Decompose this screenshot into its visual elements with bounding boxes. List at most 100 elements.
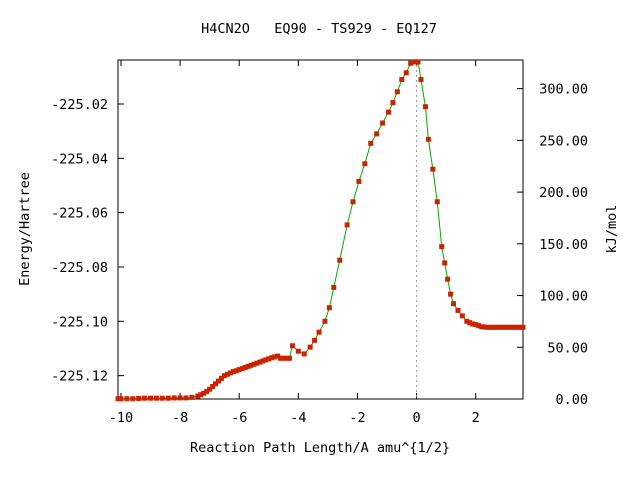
data-point [189,394,195,400]
x-axis-ticks: -10 -8 -6 -4 -2 0 2 [109,60,480,426]
data-point [380,120,386,126]
data-point [493,324,499,330]
data-point [485,324,491,330]
data-point [130,396,136,402]
data-point [517,324,523,330]
data-point [153,395,159,401]
data-point [356,178,362,184]
y-tick-label: -225.06 [51,206,108,222]
data-point [260,358,266,364]
data-point [159,395,165,401]
data-point [430,166,436,172]
data-point [148,395,154,401]
data-point [508,324,514,330]
data-point [316,329,322,335]
data-point [198,392,204,398]
data-point [448,291,454,297]
data-point [385,109,391,115]
data-point [502,324,508,330]
data-point [204,388,210,394]
data-point [281,355,287,361]
data-point [236,367,242,373]
series-line [118,61,523,400]
data-point [496,324,502,330]
data-point [434,199,440,205]
data-point [326,305,332,311]
y2-axis-label: kJ/mol [604,205,620,254]
data-point [362,161,368,167]
data-point [473,322,479,328]
data-point [201,390,207,396]
data-point [171,395,177,401]
data-point [482,324,488,330]
data-point [442,260,448,266]
data-point [350,199,356,205]
data-point [374,131,380,137]
data-point [142,395,148,401]
x-tick-label: -8 [172,410,188,426]
data-point [239,366,245,372]
data-point [233,368,239,374]
y-tick-label: -225.08 [51,260,108,276]
data-point [445,276,451,282]
data-point [403,70,409,76]
data-point [242,364,248,370]
data-point [322,318,328,324]
data-point [467,320,473,326]
x-tick-label: 2 [472,410,480,426]
y2-axis-ticks: 300.00 250.00 200.00 150.00 100.00 50.00 0.00 [517,82,588,408]
data-point [272,354,278,360]
data-point [195,393,201,399]
data-point [479,324,485,330]
data-point [284,355,289,361]
x-tick-label: -6 [231,410,247,426]
x-tick-label: -2 [349,410,365,426]
x-axis-label: Reaction Path Length/A amu^{1/2} [190,440,450,456]
chart-title: H4CN2O EQ90 - TS929 - EQ127 [201,21,437,37]
data-point [331,284,337,290]
data-point [337,257,343,263]
data-point [307,344,313,350]
data-points [115,59,526,402]
data-point [455,307,461,313]
data-point [289,343,295,349]
data-point [415,59,421,65]
y2-tick-label: 200.00 [539,185,588,201]
data-point [390,100,396,106]
data-point [216,378,222,384]
data-point [183,395,189,401]
data-point [344,222,350,228]
data-point [490,324,496,330]
data-point [218,375,224,381]
y-axis-ticks: -225.02 -225.04 -225.06 -225.08 -225.10 -225.… [51,97,124,385]
data-point [312,337,318,343]
data-point [499,324,505,330]
data-point [213,381,219,387]
data-point [263,357,269,363]
data-point [207,386,213,392]
data-point [487,324,493,330]
data-point [275,353,281,359]
data-point [476,323,482,329]
data-point [295,348,301,354]
y2-tick-label: 300.00 [539,82,588,98]
plot-frame [117,59,524,400]
y2-tick-label: 250.00 [539,133,588,149]
data-point [177,395,183,401]
y-tick-label: -225.12 [51,369,108,385]
data-point [408,60,414,66]
data-point [439,244,445,250]
y2-tick-label: 50.00 [547,340,588,356]
y-tick-label: -225.10 [51,314,108,330]
data-point [464,318,470,324]
y2-tick-label: 100.00 [539,289,588,305]
data-point [368,140,374,146]
data-point [136,395,142,401]
y-axis-label: Energy/Hartree [17,172,33,286]
data-point [301,351,307,357]
data-point [251,361,257,367]
data-point [422,104,428,110]
data-point [224,371,230,377]
data-point [165,395,171,401]
